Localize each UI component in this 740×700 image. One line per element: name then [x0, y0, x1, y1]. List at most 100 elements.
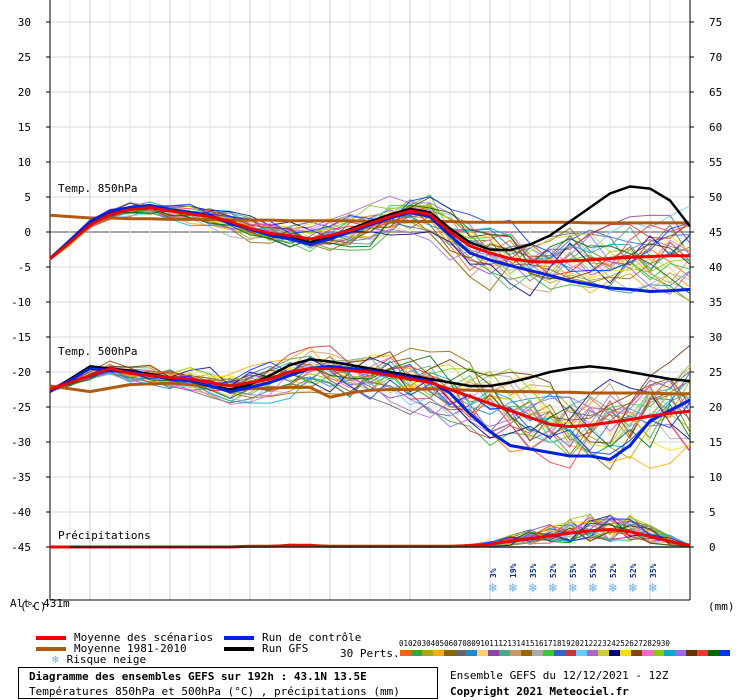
- mean-850-line: [49, 206, 690, 264]
- perturbation-color-26: [675, 650, 686, 656]
- perturbation-color-28: [697, 650, 708, 656]
- perturbation-color-12: [521, 650, 532, 656]
- y-right-tick-label: 70: [709, 51, 722, 64]
- y-left-tick-label: -20: [11, 366, 31, 379]
- perturbation-color-9: [488, 650, 499, 656]
- main-series: [48, 185, 691, 549]
- panel-label-precip: Précipitations: [58, 529, 151, 542]
- y-right-tick-label: 50: [709, 191, 722, 204]
- perturbation-color-20: [609, 650, 620, 656]
- y-left-tick-label: 10: [18, 156, 31, 169]
- snowflake-icon: ❄: [648, 581, 658, 595]
- y-left-tick-label: -25: [11, 401, 31, 414]
- snow-risk-label: 52%: [609, 563, 618, 578]
- y-left-tick-label: -45: [11, 541, 31, 554]
- perturbation-color-14: [543, 650, 554, 656]
- chart-subtitle: Températures 850hPa et 500hPa (°C) , pré…: [29, 685, 400, 698]
- y-left-tick-label: -5: [18, 261, 31, 274]
- snow-risk-label: 3%: [489, 568, 498, 578]
- perturbation-colors: [400, 650, 730, 656]
- ensemble-member-850-7: [49, 201, 691, 294]
- chart-grid: [50, 0, 690, 600]
- y-right-tick-label: 5: [709, 506, 716, 519]
- ensemble-member-500-27: [49, 344, 691, 444]
- altitude-label: Alt. 431m: [10, 597, 70, 610]
- perturbations-label: 30 Perts.: [340, 647, 400, 660]
- y-right-tick-label: 0: [709, 541, 716, 554]
- snowflake-icon: ❄: [628, 581, 638, 595]
- legend-item-control: Run de contrôle: [224, 631, 361, 644]
- perturbation-color-23: [642, 650, 653, 656]
- snowflake-icon: ❄: [608, 581, 618, 595]
- perturbation-color-4: [433, 650, 444, 656]
- perturbation-numbers: 0102030405060708091011121314151617181920…: [399, 639, 670, 648]
- diagram-title-box: Diagramme des ensembles GEFS sur 192h : …: [18, 667, 438, 699]
- perturbation-color-8: [477, 650, 488, 656]
- snow-risk-label: 52%: [549, 563, 558, 578]
- perturbation-color-30: [719, 650, 730, 656]
- y-right-unit-label: (mm): [708, 600, 735, 612]
- snowflake-icon: ❄: [588, 581, 598, 595]
- y-left-tick-label: 0: [24, 226, 31, 239]
- legend-swatch-gfs: [224, 647, 254, 651]
- panel-label-t500: Temp. 500hPa: [58, 345, 137, 358]
- perturbation-color-21: [620, 650, 631, 656]
- snow-risk-label: 19%: [509, 563, 518, 578]
- legend-item-gfs: Run GFS: [224, 642, 308, 655]
- legend-label-gfs: Run GFS: [262, 642, 309, 655]
- perturbation-color-11: [510, 650, 521, 656]
- legend-swatch-mean: [36, 636, 66, 640]
- perturbation-color-3: [422, 650, 433, 656]
- y-right-tick-label: 35: [709, 296, 722, 309]
- snowflake-icon: ❄: [568, 581, 578, 595]
- legend-label-snow: Risque neige: [66, 653, 147, 666]
- y-right-tick-label: 25: [709, 366, 722, 379]
- perturbation-color-16: [565, 650, 576, 656]
- perturbation-color-7: [466, 650, 477, 656]
- snow-risk-label: 35%: [649, 563, 658, 578]
- perturbation-color-6: [455, 650, 466, 656]
- run-info: Ensemble GEFS du 12/12/2021 - 12Z: [450, 669, 669, 682]
- panel-label-t850: Temp. 850hPa: [58, 182, 137, 195]
- perturbation-color-1: [400, 650, 411, 656]
- perturbation-color-13: [532, 650, 543, 656]
- perturbation-color-29: [708, 650, 719, 656]
- legend-swatch-climo: [36, 647, 66, 651]
- perturbation-color-15: [554, 650, 565, 656]
- y-left-tick-label: 5: [24, 191, 31, 204]
- y-left-tick-label: 20: [18, 86, 31, 99]
- perturbation-color-17: [576, 650, 587, 656]
- perturbation-color-22: [631, 650, 642, 656]
- y-left-tick-label: -10: [11, 296, 31, 309]
- snowflake-icon: ❄: [52, 653, 59, 666]
- ensemble-member-850-29: [49, 204, 691, 295]
- copyright: Copyright 2021 Meteociel.fr: [450, 685, 629, 698]
- y-right-tick-label: 55: [709, 156, 722, 169]
- y-left-tick-label: 15: [18, 121, 31, 134]
- snowflake-icon: ❄: [508, 581, 518, 595]
- snow-risk-label: 52%: [629, 563, 638, 578]
- legend-item-climo: Moyenne 1981-2010: [36, 642, 187, 655]
- legend-label-climo: Moyenne 1981-2010: [74, 642, 187, 655]
- perturbation-color-18: [587, 650, 598, 656]
- legend-label-mean: Moyenne des scénarios: [74, 631, 214, 644]
- panel-labels: Temp. 850hPa Temp. 500hPa Précipitations: [58, 182, 151, 542]
- snowflake-icon: ❄: [528, 581, 538, 595]
- y-right-tick-label: 20: [709, 401, 722, 414]
- ensemble-member-500-28: [49, 365, 691, 469]
- y-left-tick-label: -40: [11, 506, 31, 519]
- snow-risk-markers: 3% ❄ 19% ❄ 35% ❄ 52% ❄ 55% ❄ 55% ❄ 52% ❄ 52% ❄ 35% ❄: [488, 563, 658, 595]
- legend-label-control: Run de contrôle: [262, 631, 362, 644]
- y-right-tick-label: 75: [709, 16, 722, 29]
- snow-risk-label: 55%: [569, 563, 578, 578]
- y-right-tick-label: 45: [709, 226, 722, 239]
- y-right-tick-label: 65: [709, 86, 722, 99]
- y-right-tick-label: 60: [709, 121, 722, 134]
- y-right-tick-label: 10: [709, 471, 722, 484]
- legend-item-mean: Moyenne des scénarios: [36, 631, 213, 644]
- perturbation-color-10: [499, 650, 510, 656]
- chart-footer: Alt. 431m Moyenne des scénarios Moyenne …: [0, 597, 740, 700]
- y-right-tick-label: 30: [709, 331, 722, 344]
